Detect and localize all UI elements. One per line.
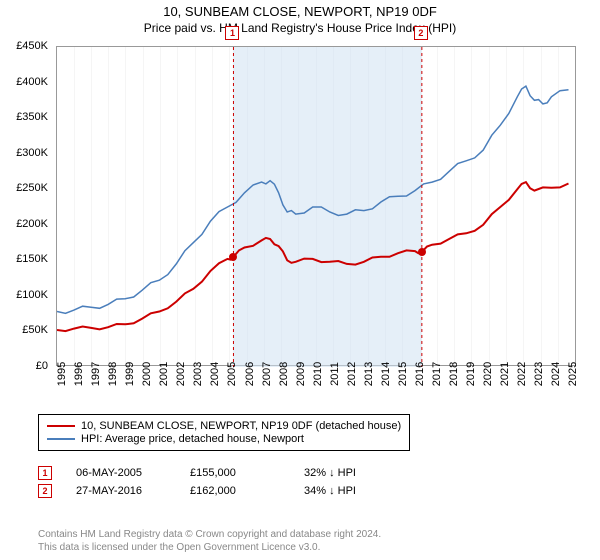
- x-axis-label: 2002: [175, 362, 187, 386]
- x-axis-label: 1999: [124, 362, 136, 386]
- y-axis-label: £300K: [16, 147, 48, 159]
- x-axis-label: 2004: [209, 362, 221, 386]
- x-axis-label: 2016: [414, 362, 426, 386]
- y-axis-label: £450K: [16, 40, 48, 52]
- legend: 10, SUNBEAM CLOSE, NEWPORT, NP19 0DF (de…: [38, 414, 410, 451]
- sale-marker-icon: 2: [38, 484, 52, 498]
- sale-dot: [418, 248, 426, 256]
- x-axis-label: 2012: [346, 362, 358, 386]
- x-axis-label: 1996: [73, 362, 85, 386]
- price-chart: £0£50K£100K£150K£200K£250K£300K£350K£400…: [56, 46, 576, 366]
- y-axis-label: £400K: [16, 76, 48, 88]
- plot-area: [56, 46, 576, 366]
- sales-table: 1 06-MAY-2005 £155,000 32% ↓ HPI 2 27-MA…: [38, 462, 394, 502]
- legend-item: 10, SUNBEAM CLOSE, NEWPORT, NP19 0DF (de…: [47, 420, 401, 432]
- x-axis-label: 2013: [363, 362, 375, 386]
- page-title: 10, SUNBEAM CLOSE, NEWPORT, NP19 0DF: [0, 4, 600, 19]
- footer-line: Contains HM Land Registry data © Crown c…: [38, 528, 381, 541]
- x-axis-label: 2014: [380, 362, 392, 386]
- sale-date: 06-MAY-2005: [76, 467, 166, 479]
- sale-marker-icon: 1: [225, 26, 239, 40]
- x-axis-label: 2010: [312, 362, 324, 386]
- sale-delta: 34% ↓ HPI: [304, 485, 394, 497]
- footer-attribution: Contains HM Land Registry data © Crown c…: [38, 528, 381, 554]
- chart-lines: [57, 47, 577, 367]
- x-axis-label: 1995: [56, 362, 68, 386]
- x-axis-label: 2018: [448, 362, 460, 386]
- x-axis-label: 1998: [107, 362, 119, 386]
- y-axis-label: £150K: [16, 253, 48, 265]
- x-axis-label: 2024: [550, 362, 562, 386]
- x-axis-label: 2001: [158, 362, 170, 386]
- series-hpi: [57, 86, 569, 313]
- sales-row: 2 27-MAY-2016 £162,000 34% ↓ HPI: [38, 484, 394, 498]
- x-axis-label: 2000: [141, 362, 153, 386]
- x-axis-label: 2003: [192, 362, 204, 386]
- sales-row: 1 06-MAY-2005 £155,000 32% ↓ HPI: [38, 466, 394, 480]
- sale-dot: [229, 253, 237, 261]
- x-axis-label: 2011: [329, 362, 341, 386]
- x-axis-label: 2008: [278, 362, 290, 386]
- sale-price: £155,000: [190, 467, 280, 479]
- sale-marker-icon: 2: [414, 26, 428, 40]
- y-axis-label: £250K: [16, 182, 48, 194]
- x-axis-label: 2015: [397, 362, 409, 386]
- x-axis-label: 1997: [90, 362, 102, 386]
- y-axis-label: £100K: [16, 289, 48, 301]
- page-subtitle: Price paid vs. HM Land Registry's House …: [0, 21, 600, 35]
- sale-price: £162,000: [190, 485, 280, 497]
- sale-delta: 32% ↓ HPI: [304, 467, 394, 479]
- x-axis-label: 2005: [226, 362, 238, 386]
- legend-swatch: [47, 425, 75, 427]
- x-axis-label: 2020: [482, 362, 494, 386]
- y-axis-label: £50K: [22, 324, 48, 336]
- y-axis-label: £200K: [16, 218, 48, 230]
- x-axis-label: 2007: [261, 362, 273, 386]
- x-axis-label: 2025: [567, 362, 579, 386]
- x-axis-label: 2023: [533, 362, 545, 386]
- y-axis-label: £0: [36, 360, 48, 372]
- x-axis-label: 2009: [295, 362, 307, 386]
- x-axis-label: 2006: [244, 362, 256, 386]
- x-axis-label: 2019: [465, 362, 477, 386]
- series-property: [57, 182, 569, 331]
- legend-label: 10, SUNBEAM CLOSE, NEWPORT, NP19 0DF (de…: [81, 420, 401, 432]
- sale-date: 27-MAY-2016: [76, 485, 166, 497]
- legend-swatch: [47, 438, 75, 440]
- footer-line: This data is licensed under the Open Gov…: [38, 541, 381, 554]
- y-axis-label: £350K: [16, 111, 48, 123]
- x-axis-label: 2022: [516, 362, 528, 386]
- x-axis-label: 2021: [499, 362, 511, 386]
- x-axis-label: 2017: [431, 362, 443, 386]
- title-block: 10, SUNBEAM CLOSE, NEWPORT, NP19 0DF Pri…: [0, 0, 600, 37]
- legend-label: HPI: Average price, detached house, Newp…: [81, 433, 304, 445]
- sale-marker-icon: 1: [38, 466, 52, 480]
- legend-item: HPI: Average price, detached house, Newp…: [47, 433, 401, 445]
